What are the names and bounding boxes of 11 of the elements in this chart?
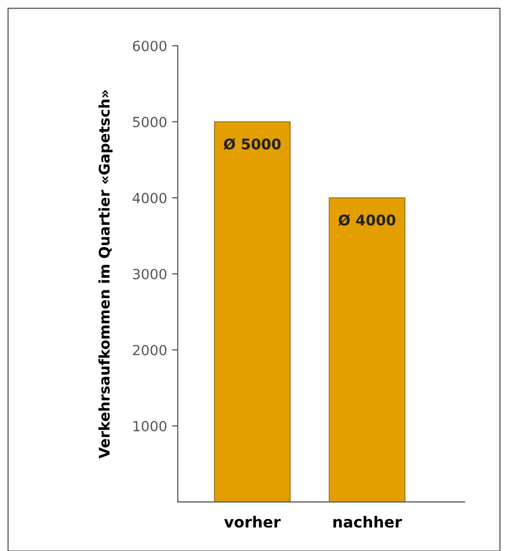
y-tick-label: 2000 [133, 344, 166, 356]
y-tick-label: 6000 [132, 40, 166, 52]
y-tick-label: 4000 [132, 192, 166, 204]
y-tick-label: 3000 [133, 268, 166, 280]
y-axis-title: Verkehrsaufkommen im Quartier «Gapetsch» [98, 90, 113, 459]
y-tick-label: 1000 [134, 420, 166, 432]
y-tick-label: 5000 [133, 116, 166, 128]
x-tick-label: vorher [224, 516, 281, 528]
x-tick-label: nachher [333, 516, 402, 528]
data-label: Ø 4000 [338, 214, 396, 226]
data-label: Ø 5000 [224, 138, 281, 150]
